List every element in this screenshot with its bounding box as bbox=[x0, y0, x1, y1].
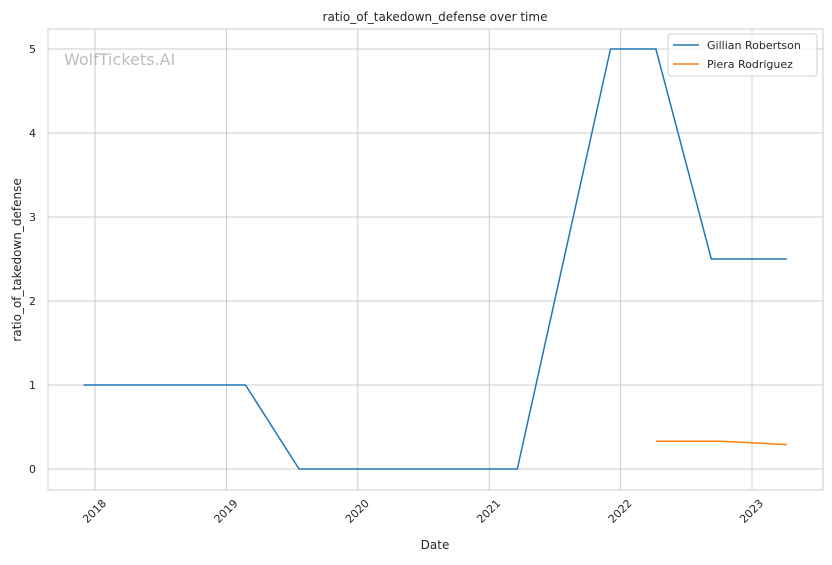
chart-title: ratio_of_takedown_defense over time bbox=[323, 10, 548, 24]
x-tick-label: 2018 bbox=[80, 497, 109, 526]
x-axis-label: Date bbox=[421, 538, 450, 552]
y-axis-label: ratio_of_takedown_defense bbox=[10, 178, 24, 341]
x-tick-label: 2020 bbox=[343, 497, 372, 526]
y-tick-label: 2 bbox=[29, 295, 36, 308]
series-line-0 bbox=[84, 49, 787, 469]
y-tick-label: 0 bbox=[29, 463, 36, 476]
y-tick-label: 1 bbox=[29, 379, 36, 392]
x-tick-label: 2019 bbox=[212, 497, 241, 526]
x-tick-label: 2021 bbox=[474, 497, 503, 526]
x-tick-label: 2023 bbox=[737, 497, 766, 526]
y-tick-label: 4 bbox=[29, 127, 36, 140]
plot-frame bbox=[48, 29, 823, 490]
legend-label-piera: Piera Rodriguez bbox=[707, 58, 793, 71]
y-tick-label: 5 bbox=[29, 43, 36, 56]
legend: Gillian Robertson Piera Rodriguez bbox=[668, 34, 817, 76]
legend-label-gillian: Gillian Robertson bbox=[707, 39, 801, 52]
series-line-1 bbox=[656, 441, 787, 444]
grid bbox=[48, 29, 823, 490]
x-tick-label: 2022 bbox=[606, 497, 635, 526]
watermark: WolfTickets.AI bbox=[64, 50, 175, 69]
y-tick-label: 3 bbox=[29, 211, 36, 224]
